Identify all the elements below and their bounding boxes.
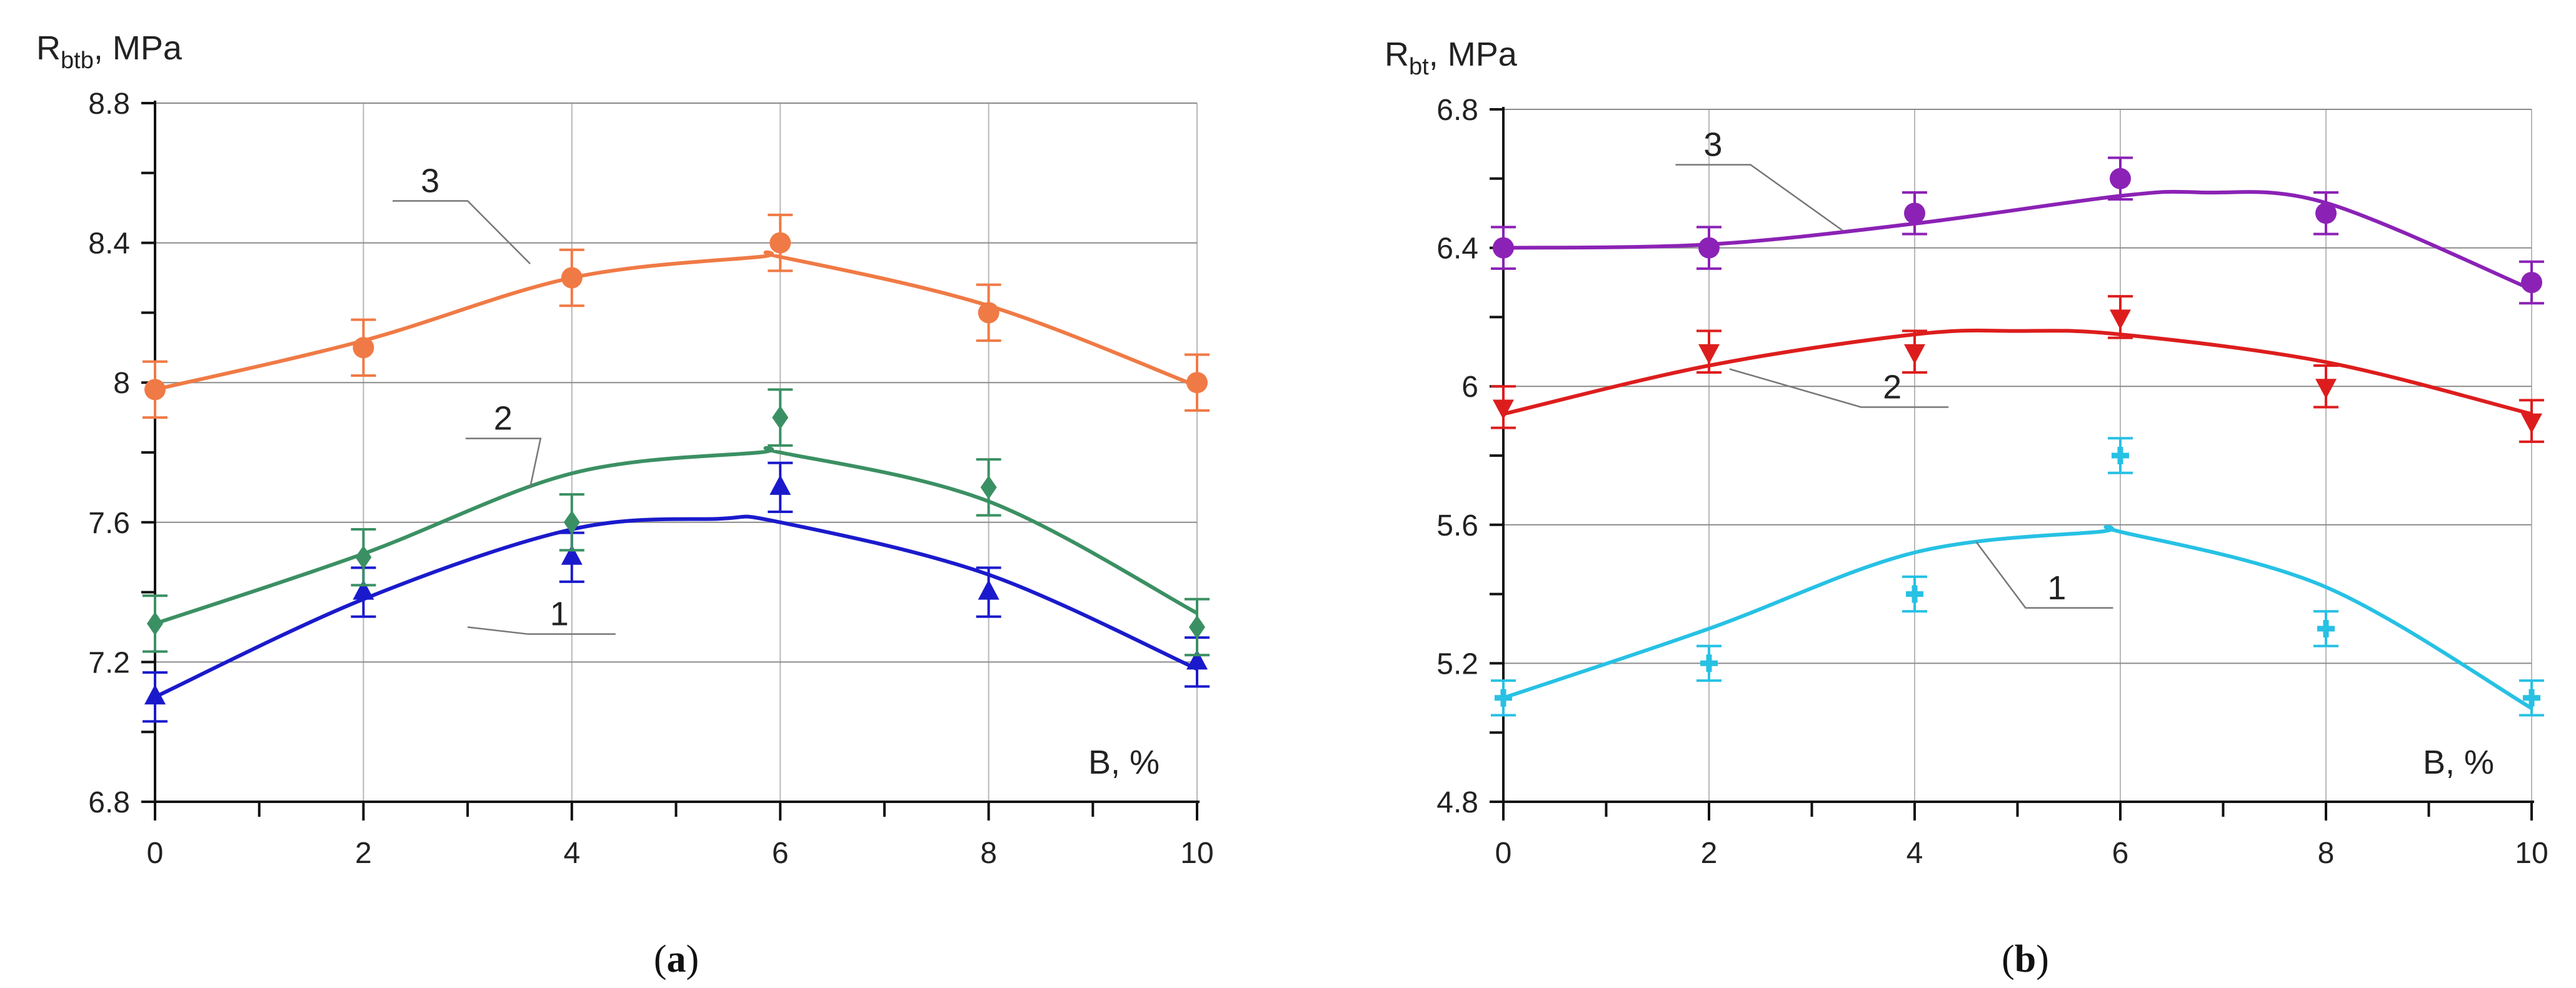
chart-panel-b: 0 2 4 6 8 10 4.8 5.2 5.6 6 6.4 6.8 Rbt, MPa B, % 1 2 3 (b…: [1385, 36, 2548, 981]
data-point-a-1: [353, 579, 374, 600]
x-tick-label-a: 6: [772, 837, 789, 870]
y-tick-label-b: 6.4: [1436, 232, 1478, 266]
leader-line-b-1: [1975, 541, 2113, 609]
y-tick-label-b: 6: [1461, 371, 1478, 404]
data-point-b-1: [1700, 654, 1718, 672]
y-tick-label-b: 4.8: [1436, 786, 1478, 819]
data-point-a-3: [978, 302, 1000, 324]
x-tick-label-a: 8: [980, 837, 997, 870]
data-point-b-3: [1904, 202, 1925, 224]
x-tick-label-b: 6: [2112, 837, 2129, 870]
data-point-b-1: [2317, 620, 2335, 637]
data-point-b-2: [1904, 344, 1925, 364]
data-point-b-2: [2315, 379, 2337, 399]
x-axis-title-b: B, %: [2423, 744, 2494, 781]
leader-line-b-3: [1675, 164, 1843, 231]
curve-label-b-2: 2: [1883, 368, 1902, 406]
data-point-a-2: [355, 545, 372, 569]
curve-label-b-3: 3: [1703, 126, 1722, 164]
data-point-b-3: [1698, 237, 1720, 259]
fit-curve-b-2: [1503, 328, 2532, 416]
x-tick-label-b: 2: [1701, 837, 1718, 870]
data-point-b-1: [2112, 447, 2129, 464]
y-tick-label-b: 5.2: [1436, 647, 1478, 681]
data-point-b-3: [2315, 202, 2337, 224]
data-point-a-2: [980, 475, 997, 499]
data-point-a-3: [561, 267, 583, 289]
x-tick-label-a: 0: [147, 837, 164, 870]
x-tick-label-a: 4: [563, 837, 580, 870]
leader-line-a-1: [467, 626, 616, 635]
y-tick-label-b: 5.6: [1436, 509, 1478, 542]
leader-line-a-2: [465, 437, 542, 488]
data-point-b-2: [2521, 413, 2542, 434]
data-point-b-2: [2110, 309, 2131, 330]
x-tick-label-b: 0: [1495, 837, 1512, 870]
x-tick-label-b: 10: [2515, 837, 2548, 870]
data-point-a-3: [144, 379, 166, 401]
leader-line-a-3: [393, 200, 531, 265]
data-point-a-2: [1189, 615, 1205, 639]
y-tick-label-a: 8.4: [88, 227, 130, 261]
y-tick-label-a: 8: [113, 367, 130, 400]
chart-panel-a: 0 2 4 6 8 10 6.8 7.2 7.6 8 8.4 8.8 Rbtb, MPa B, % 1 2 3 (…: [36, 29, 1214, 981]
data-point-b-2: [1698, 344, 1720, 364]
x-tick-label-b: 4: [1907, 837, 1923, 870]
y-axis-title-a: Rbtb, MPa: [36, 29, 183, 74]
data-point-a-2: [147, 611, 163, 636]
data-point-b-1: [2523, 689, 2540, 707]
curve-label-a-3: 3: [421, 162, 439, 200]
x-tick-label-a: 2: [355, 837, 372, 870]
x-tick-label-b: 8: [2318, 837, 2335, 870]
fit-curve-a-1: [154, 514, 1198, 699]
curve-label-a-2: 2: [494, 400, 513, 437]
data-point-a-1: [561, 544, 583, 565]
fit-curve-a-3: [154, 250, 1198, 392]
data-point-b-1: [1906, 585, 1923, 603]
series-a-3: 3: [143, 162, 1210, 419]
series-b-1: 1: [1491, 437, 2544, 717]
data-point-a-3: [769, 232, 791, 254]
y-tick-label-a: 7.6: [88, 507, 130, 540]
y-tick-label-a: 7.2: [88, 646, 130, 679]
data-point-b-3: [2521, 272, 2542, 293]
curve-label-a-1: 1: [550, 596, 569, 633]
data-point-a-1: [769, 474, 791, 495]
data-point-a-1: [1186, 649, 1208, 670]
panel-label-b: (b): [2002, 938, 2049, 981]
data-point-a-3: [1186, 372, 1208, 394]
x-tick-label-a: 10: [1180, 837, 1213, 870]
data-point-a-2: [772, 406, 789, 430]
y-tick-label-a: 8.8: [88, 87, 130, 121]
series-a-1: 1: [143, 461, 1210, 723]
y-tick-label-a: 6.8: [88, 786, 130, 819]
data-point-a-3: [353, 337, 374, 359]
series-a-2: 2: [143, 388, 1210, 657]
data-point-b-3: [2110, 167, 2131, 189]
data-point-a-1: [144, 684, 166, 705]
data-point-a-1: [978, 579, 1000, 600]
y-axis-title-b: Rbt, MPa: [1385, 36, 1518, 80]
fit-curve-b-3: [1503, 189, 2533, 291]
data-point-a-2: [563, 510, 580, 534]
fit-curve-b-1: [1503, 524, 2533, 710]
series-b-2: 2: [1491, 295, 2544, 443]
curve-label-b-1: 1: [2047, 569, 2066, 607]
data-point-b-2: [1493, 399, 1514, 420]
data-point-b-3: [1493, 237, 1514, 259]
data-point-b-1: [1495, 689, 1512, 707]
series-b-3: 3: [1491, 126, 2544, 305]
panel-label-a: (a): [654, 938, 699, 981]
x-axis-title-a: B, %: [1088, 744, 1160, 781]
leader-line-b-2: [1729, 368, 1949, 408]
y-tick-label-b: 6.8: [1436, 94, 1478, 127]
